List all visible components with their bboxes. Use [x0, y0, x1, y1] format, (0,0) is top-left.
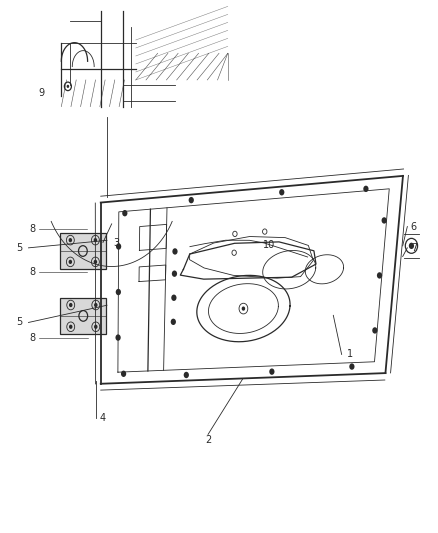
Text: 5: 5: [17, 318, 23, 327]
Text: 8: 8: [30, 267, 36, 277]
Circle shape: [69, 260, 72, 264]
Circle shape: [377, 272, 382, 279]
Text: 7: 7: [411, 243, 417, 253]
Circle shape: [94, 260, 97, 264]
Circle shape: [171, 295, 177, 301]
Circle shape: [381, 217, 387, 224]
Circle shape: [242, 306, 245, 311]
Circle shape: [122, 210, 127, 216]
Text: 10: 10: [263, 240, 276, 250]
Text: 2: 2: [205, 435, 211, 445]
Text: 1: 1: [347, 350, 353, 359]
Circle shape: [172, 270, 177, 277]
Circle shape: [116, 334, 121, 341]
Circle shape: [121, 370, 126, 377]
Circle shape: [363, 185, 368, 192]
Text: 4: 4: [100, 414, 106, 423]
Circle shape: [171, 319, 176, 325]
Bar: [60, 298, 106, 334]
Circle shape: [69, 303, 72, 307]
Circle shape: [409, 243, 414, 249]
Circle shape: [173, 248, 178, 255]
Circle shape: [116, 289, 121, 295]
Circle shape: [69, 238, 72, 243]
Text: 8: 8: [30, 334, 36, 343]
Text: 6: 6: [411, 222, 417, 231]
Text: 5: 5: [17, 243, 23, 253]
Circle shape: [269, 368, 275, 375]
Circle shape: [349, 364, 354, 370]
Circle shape: [372, 327, 378, 334]
Text: 3: 3: [113, 238, 119, 247]
Circle shape: [67, 85, 69, 88]
Circle shape: [69, 325, 72, 329]
Circle shape: [184, 372, 189, 378]
Text: 8: 8: [30, 224, 36, 234]
Bar: [60, 233, 106, 269]
Text: 9: 9: [39, 88, 45, 98]
Circle shape: [94, 303, 98, 307]
Circle shape: [94, 325, 98, 329]
Circle shape: [189, 197, 194, 203]
Circle shape: [116, 243, 121, 249]
Circle shape: [279, 189, 284, 196]
Circle shape: [94, 238, 97, 243]
